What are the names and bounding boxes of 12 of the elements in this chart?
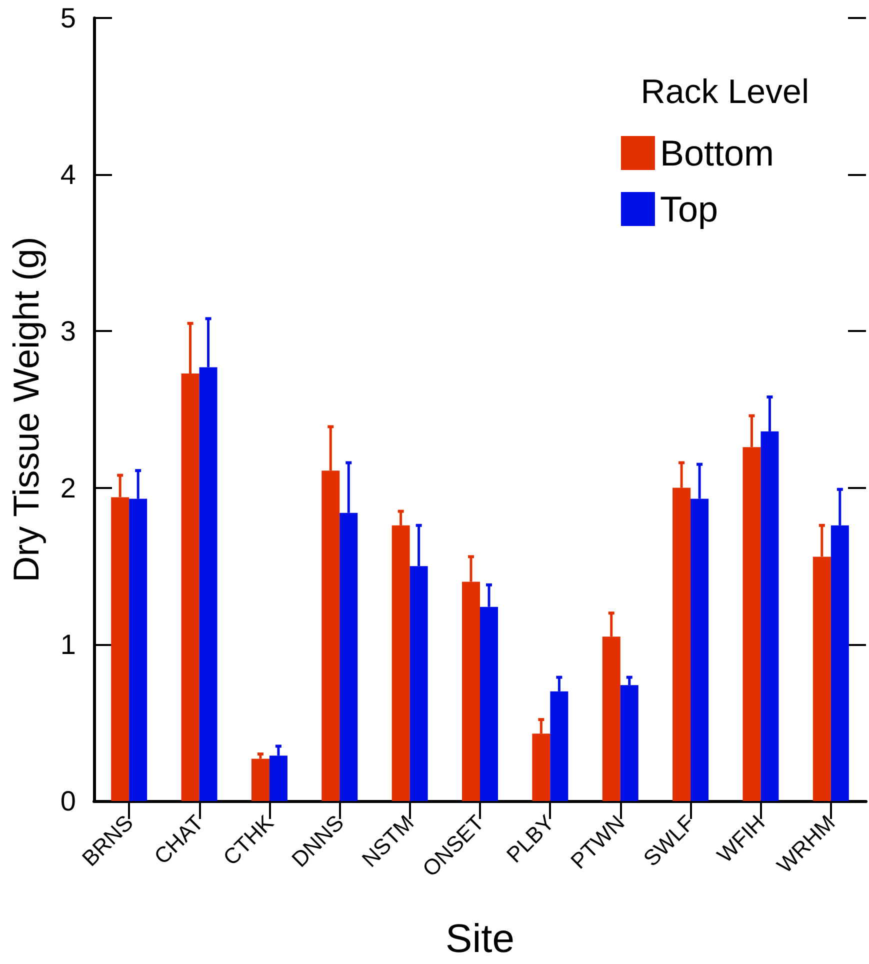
legend-label: Top	[660, 188, 718, 230]
y-tick-label: 3	[60, 316, 76, 347]
y-tick-label: 2	[60, 472, 76, 504]
y-tick-label: 4	[60, 159, 76, 190]
bar	[251, 758, 270, 801]
y-tick-label: 1	[60, 628, 76, 660]
legend-title: Rack Level	[640, 73, 810, 111]
y-axis-title: Dry Tissue Weight (g)	[6, 236, 46, 582]
y-tick-label: 5	[60, 2, 76, 34]
legend-label: Bottom	[660, 132, 774, 174]
y-tick-label: 0	[60, 786, 76, 816]
x-axis-title: Site	[446, 917, 514, 961]
